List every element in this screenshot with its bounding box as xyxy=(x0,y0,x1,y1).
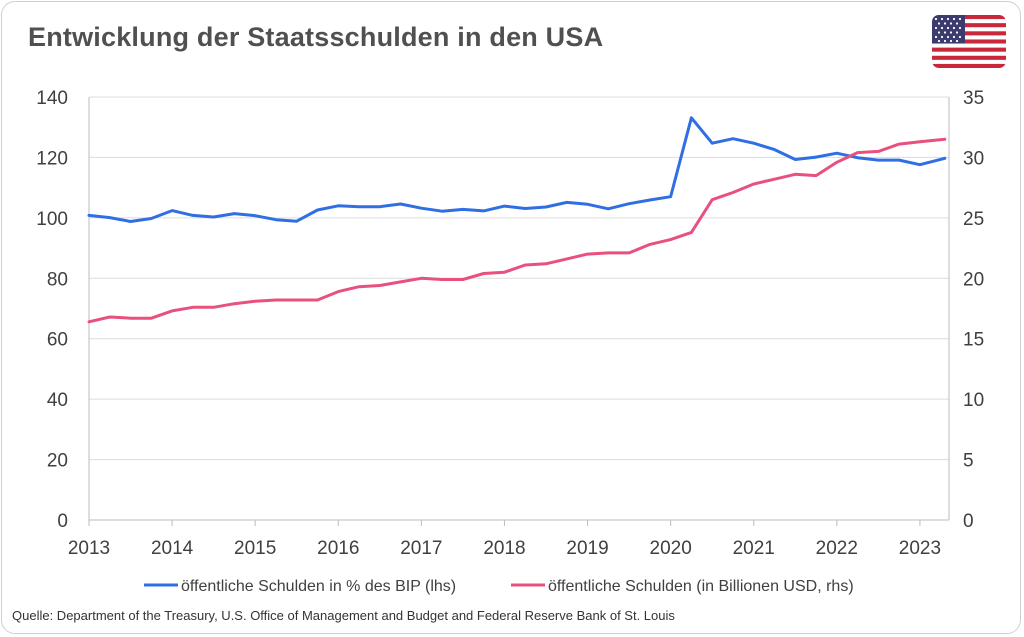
y-left-tick-label: 60 xyxy=(47,330,68,351)
series-lines xyxy=(87,116,947,324)
y-right-tick-label: 35 xyxy=(963,88,984,109)
x-tick-label: 2019 xyxy=(566,538,608,559)
y-left-tick-label: 140 xyxy=(36,88,68,109)
series-line-2 xyxy=(87,137,947,324)
x-tick-label: 2013 xyxy=(68,538,110,559)
y-left-tick-label: 80 xyxy=(47,269,68,290)
x-tick-label: 2017 xyxy=(400,538,442,559)
series-line-1 xyxy=(87,116,947,223)
legend-label-2: öffentliche Schulden (in Billionen USD, … xyxy=(548,578,854,595)
y-right-tick-label: 20 xyxy=(963,269,984,290)
x-tick-label: 2014 xyxy=(151,538,194,559)
x-tick-label: 2023 xyxy=(899,538,941,559)
y-right-tick-label: 30 xyxy=(963,148,984,169)
y-right-tick-label: 5 xyxy=(963,451,974,472)
y-axis-left-labels: 0 20 40 60 80 100 120 140 xyxy=(36,88,68,532)
x-tick-label: 2022 xyxy=(816,538,858,559)
y-axis-right-labels: 0 5 10 15 20 25 30 35 xyxy=(963,88,984,532)
y-right-tick-label: 10 xyxy=(963,390,984,411)
y-right-tick-label: 25 xyxy=(963,209,984,230)
legend: öffentliche Schulden in % des BIP (lhs) ö… xyxy=(144,578,854,595)
x-axis-labels: 2013 2014 2015 2016 2017 2018 2019 2020 2021 2022… xyxy=(68,538,941,559)
page-title: Entwicklung der Staatsschulden in den US… xyxy=(28,22,604,52)
y-left-tick-label: 0 xyxy=(57,511,68,532)
y-left-tick-label: 120 xyxy=(36,148,68,169)
y-right-tick-label: 15 xyxy=(963,330,984,351)
y-right-tick-label: 0 xyxy=(963,511,974,532)
x-tick-label: 2015 xyxy=(234,538,276,559)
x-tick-label: 2018 xyxy=(483,538,525,559)
x-tick-label: 2021 xyxy=(733,538,775,559)
y-left-tick-label: 40 xyxy=(47,390,68,411)
chart-axes xyxy=(88,97,950,526)
us-flag-icon xyxy=(932,15,1006,68)
source-note: Quelle: Department of the Treasury, U.S.… xyxy=(12,608,675,623)
x-tick-label: 2020 xyxy=(650,538,692,559)
gridlines xyxy=(89,96,949,461)
x-tick-label: 2016 xyxy=(317,538,359,559)
y-left-tick-label: 100 xyxy=(36,209,68,230)
y-left-tick-label: 20 xyxy=(47,451,68,472)
legend-label-1: öffentliche Schulden in % des BIP (lhs) xyxy=(181,578,456,595)
